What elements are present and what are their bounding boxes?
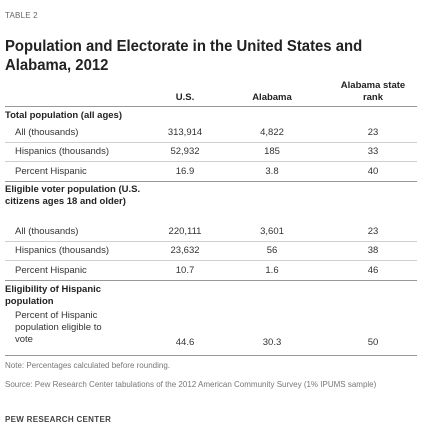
cell-rank: 23: [367, 127, 379, 138]
cell-us: 16.9: [175, 166, 195, 177]
row-label: All (thousands): [15, 226, 79, 237]
column-header-rank: Alabama state rank: [340, 80, 406, 103]
section-divider: [5, 181, 417, 182]
row-label: Percent Hispanic: [15, 265, 87, 276]
table-source: Source: Pew Research Center tabulations …: [5, 380, 377, 389]
cell-rank: 46: [367, 265, 379, 276]
cell-us: 10.7: [175, 265, 195, 276]
section-heading: Eligible voter population (U.S. citizens…: [5, 184, 141, 207]
row-label: Hispanics (thousands): [15, 245, 109, 256]
row-label: Hispanics (thousands): [15, 146, 109, 157]
section-heading: Total population (all ages): [5, 110, 122, 121]
cell-alabama: 56: [266, 245, 278, 256]
cell-us: 52,932: [170, 146, 200, 157]
row-label: Percent of Hispanic population eligible …: [15, 310, 102, 345]
cell-alabama: 1.6: [265, 265, 279, 276]
table-bottom-rule: [5, 355, 417, 356]
cell-rank: 23: [367, 226, 379, 237]
row-divider: [5, 260, 417, 261]
section-heading: Eligibility of Hispanic population: [5, 284, 102, 307]
publisher-footer: PEW RESEARCH CENTER: [5, 415, 112, 424]
header-divider: [5, 106, 417, 107]
row-divider: [5, 142, 417, 143]
cell-us: 44.6: [175, 337, 195, 348]
cell-alabama: 3,601: [260, 226, 284, 237]
row-label: All (thousands): [15, 127, 79, 138]
column-header-us: U.S.: [175, 92, 195, 103]
cell-alabama: 30.3: [262, 337, 282, 348]
cell-rank: 40: [367, 166, 379, 177]
cell-us: 313,914: [167, 127, 203, 138]
cell-us: 23,632: [170, 245, 200, 256]
row-divider: [5, 241, 417, 242]
column-header-alabama: Alabama: [252, 92, 292, 103]
row-label: Percent Hispanic: [15, 166, 87, 177]
table-note: Note: Percentages calculated before roun…: [5, 361, 170, 370]
cell-us: 220,111: [168, 226, 202, 237]
section-divider: [5, 280, 417, 281]
table-label: TABLE 2: [5, 11, 38, 20]
cell-rank: 50: [367, 337, 379, 348]
cell-alabama: 3.8: [265, 166, 279, 177]
cell-rank: 38: [367, 245, 379, 256]
cell-alabama: 4,822: [260, 127, 284, 138]
row-divider: [5, 161, 417, 162]
cell-alabama: 185: [264, 146, 280, 157]
page-title: Population and Electorate in the United …: [5, 38, 363, 74]
cell-rank: 33: [367, 146, 379, 157]
